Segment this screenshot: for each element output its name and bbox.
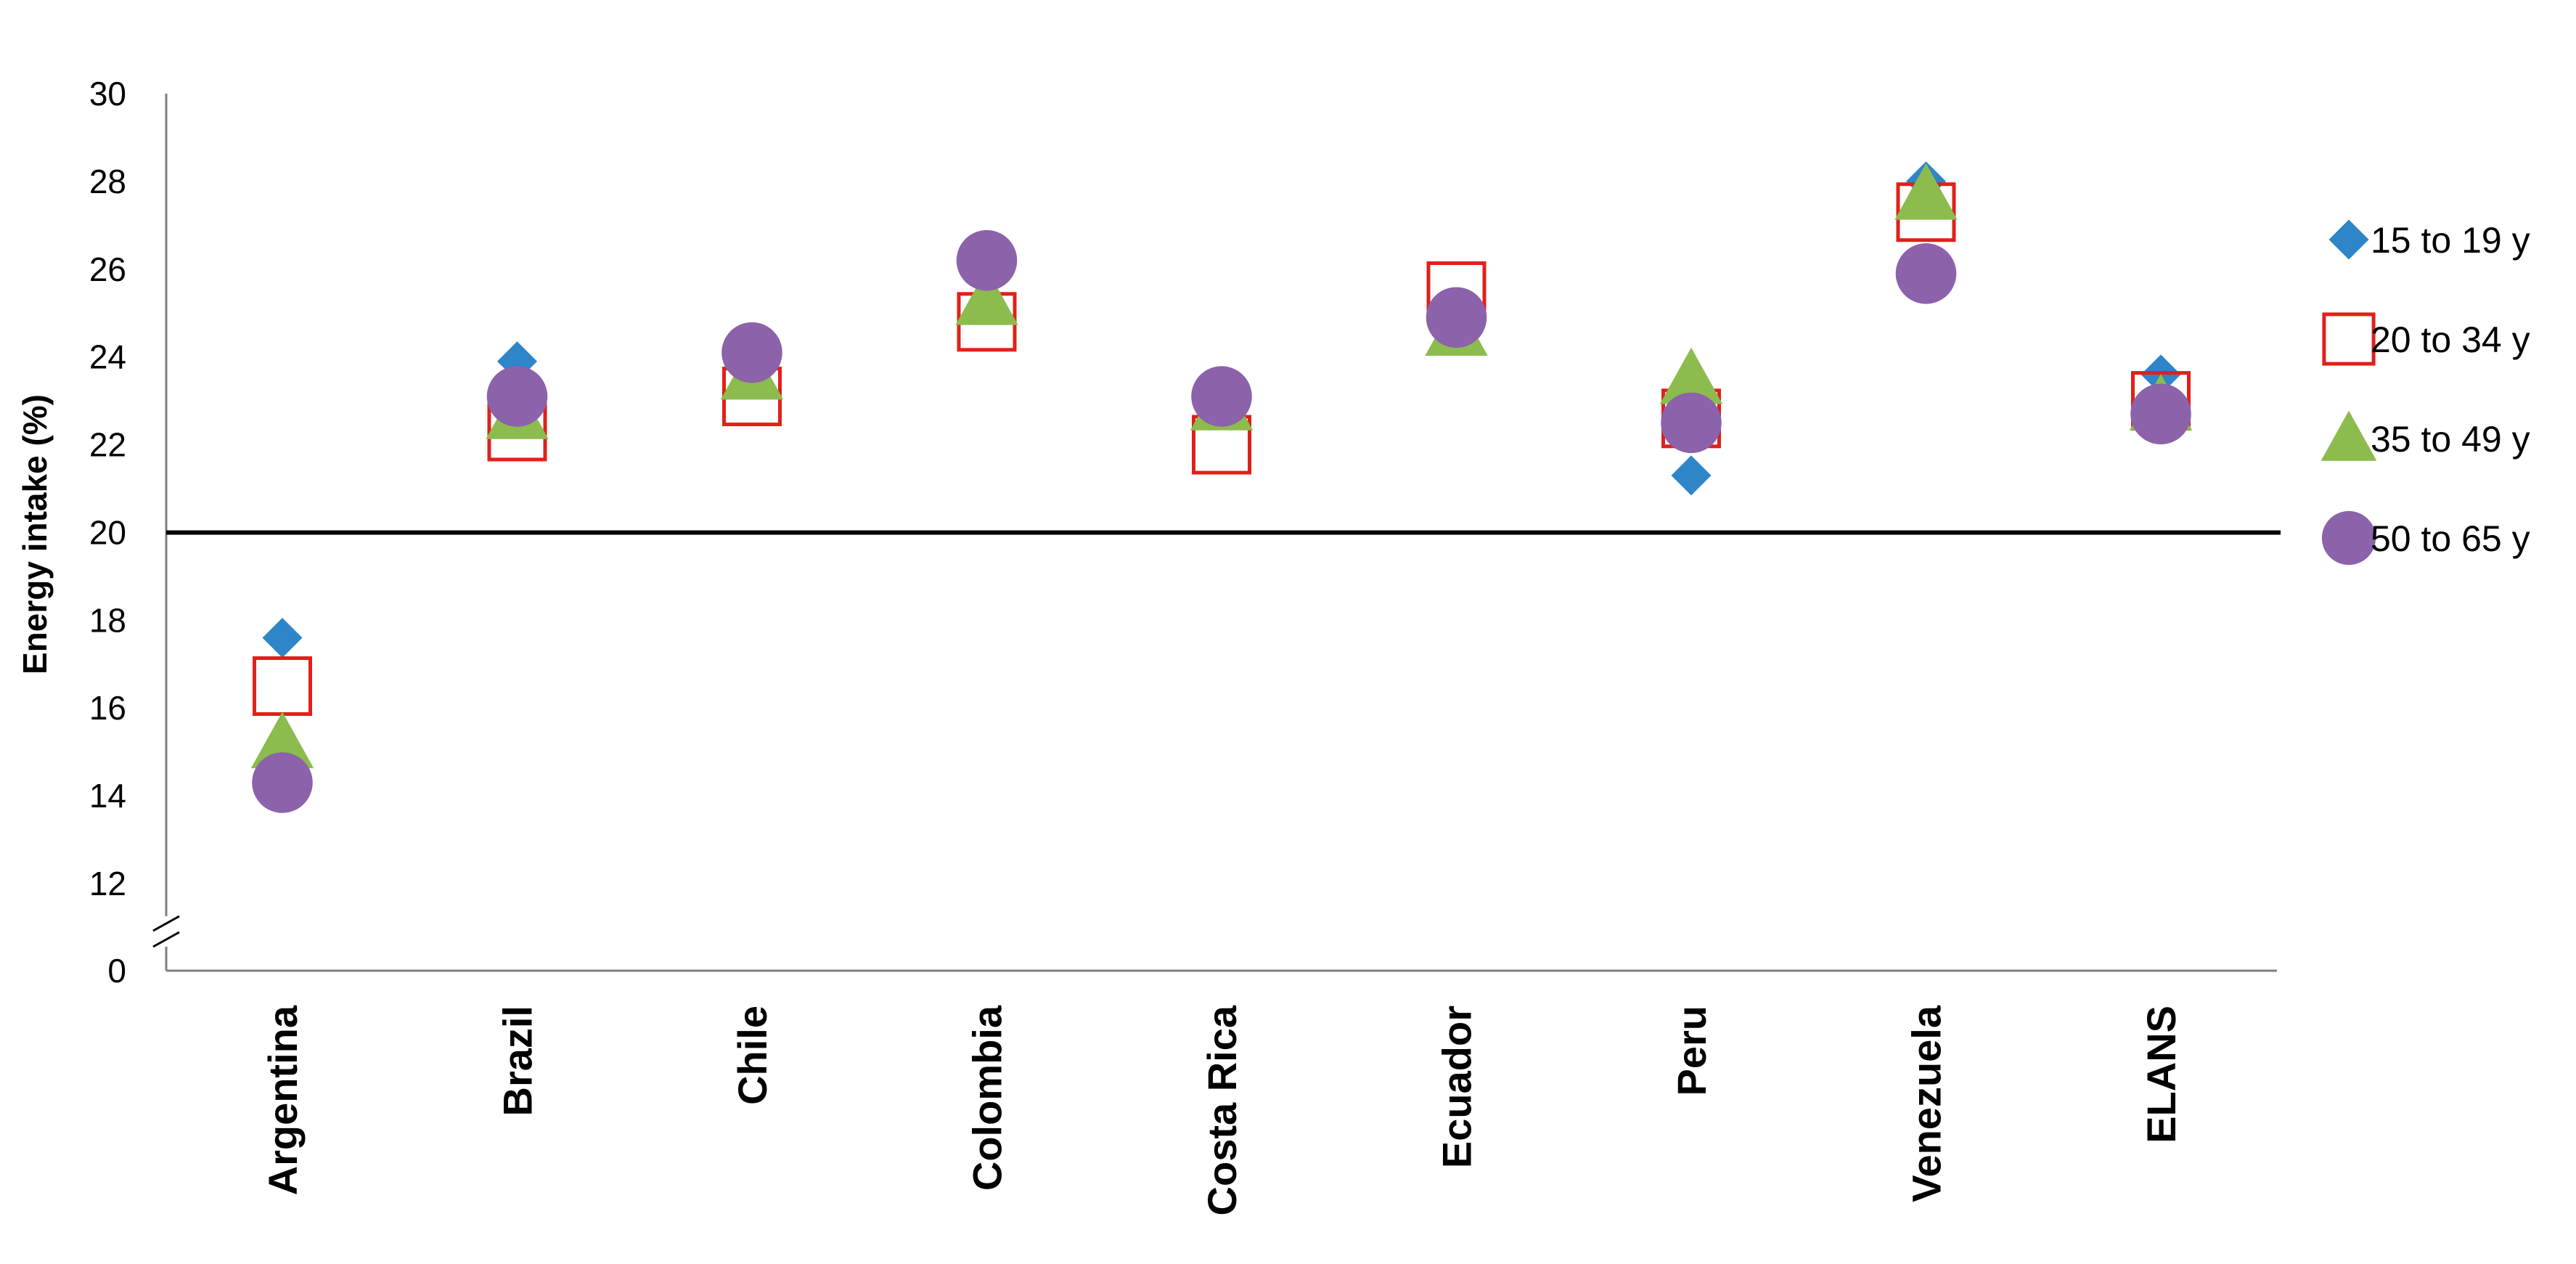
y-tick-label: 18 [89,601,126,639]
y-tick-label: 24 [89,338,126,376]
axis-break-mark [152,931,180,948]
x-tick-label: Chile [729,1006,775,1105]
y-tick-label: 12 [89,865,126,902]
x-tick-label: Venezuela [1904,1005,1950,1202]
legend-item: 15 to 19 y [2328,219,2530,261]
x-tick-label: Ecuador [1434,1006,1480,1168]
y-tick-label: 30 [89,75,126,113]
x-tick-label: Colombia [965,1005,1010,1191]
x-tick-label: Argentina [260,1005,306,1195]
data-point [2130,383,2191,445]
data-point [486,366,548,427]
axis-break-mark [152,915,180,932]
data-point [956,229,1018,291]
x-tick-label: Peru [1669,1006,1714,1096]
y-tick-label: 0 [107,952,126,990]
legend-label: 15 to 19 y [2371,220,2530,261]
data-point [1671,455,1712,496]
legend-item: 35 to 49 y [2321,410,2530,461]
x-tick-label: Costa Rica [1199,1005,1245,1215]
x-axis: Argentina Brazil Chile Colombia Costa Rica Ec… [166,969,2277,1215]
data-point [1191,366,1252,427]
legend-item: 50 to 65 y [2321,510,2530,566]
x-tick-label: Brazil [495,1006,541,1117]
data-point [253,656,312,716]
data-point [252,752,313,813]
y-tick-label: 14 [89,777,126,815]
series-50-to-65-y [252,229,2191,813]
data-points [250,161,2193,813]
legend-marker [2321,510,2376,566]
data-point [1659,347,1723,404]
data-point [1895,243,1957,304]
data-point [1894,163,1958,220]
legend-marker [2321,410,2377,461]
legend-label: 35 to 49 y [2371,419,2530,460]
y-tick-label: 20 [89,513,126,551]
y-tick-label: 22 [89,426,126,464]
data-point [250,711,314,769]
legend: 15 to 19 y 20 to 34 y 35 to 49 y 50 to 65 y [2321,219,2530,566]
legend-item: 20 to 34 y [2322,312,2530,366]
y-axis-title: Energy intake (%) [16,394,54,674]
y-axis: 30 28 26 24 22 20 18 16 14 12 0 [89,75,180,990]
legend-label: 50 to 65 y [2371,518,2530,559]
y-tick-label: 26 [89,250,126,288]
data-point [1426,287,1487,348]
legend-label: 20 to 34 y [2371,319,2530,360]
data-point [262,618,303,658]
legend-marker [2322,312,2376,366]
legend-marker [2328,219,2369,260]
data-point [1661,392,1722,454]
y-tick-label: 16 [89,689,126,727]
x-tick-label: ELANS [2138,1006,2184,1143]
data-point [955,268,1018,325]
y-tick-label: 28 [89,163,126,200]
series-35-to-49-y [250,163,2193,769]
data-point [721,322,782,383]
